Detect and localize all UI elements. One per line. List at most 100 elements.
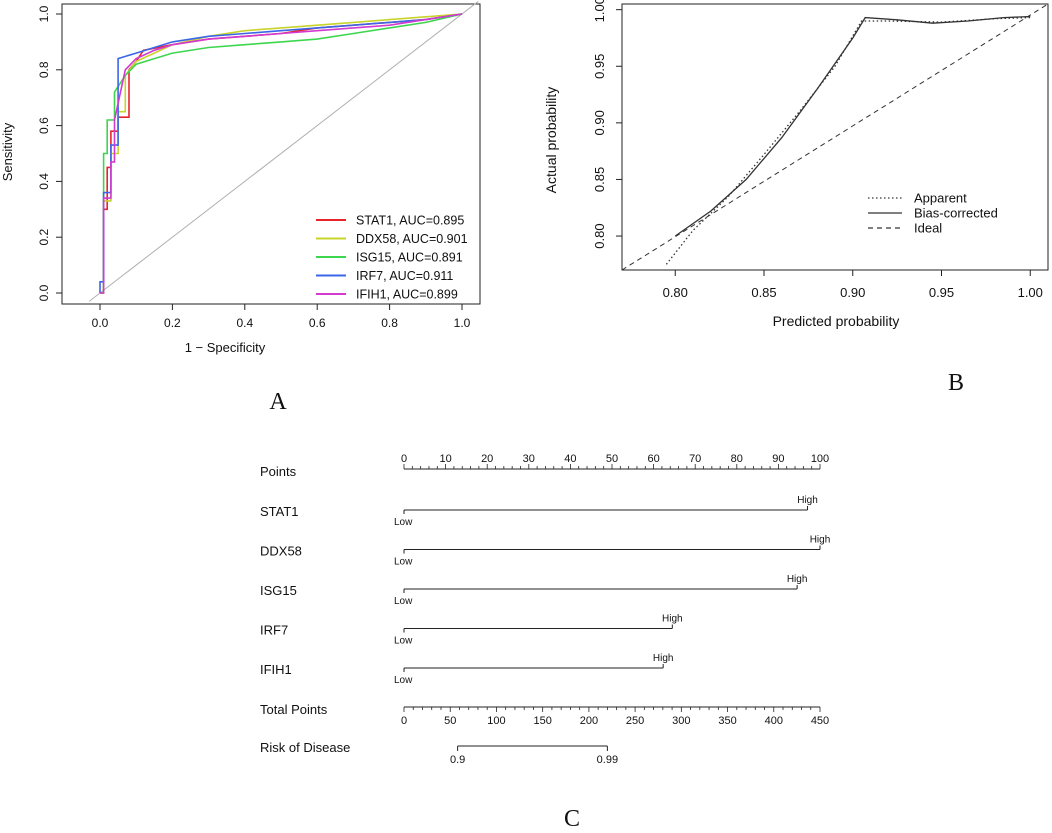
roc-y-tick-label: 0.2 bbox=[37, 229, 51, 246]
calibration-legend-label: Ideal bbox=[914, 221, 942, 236]
roc-series-line bbox=[100, 13, 463, 294]
nomogram-points-tick-label: 100 bbox=[811, 453, 829, 465]
roc-panel: 0.0 0.2 0.4 0.6 0.8 1.0 0.0 0.2 0.4 0.6 0.8 1.0 ST… bbox=[0, 1, 481, 415]
calibration-y-ticks: 0.80 0.85 0.90 0.95 1.00 bbox=[592, 0, 622, 249]
roc-y-tick-label: 0.6 bbox=[37, 117, 51, 134]
nomogram-points-tick-label: 10 bbox=[439, 453, 451, 465]
calibration-x-tick-label: 0.85 bbox=[751, 285, 776, 300]
nomogram-points-tick-label: 40 bbox=[564, 453, 576, 465]
nomogram-risk-start-label: 0.9 bbox=[450, 754, 465, 766]
calibration-plot-frame bbox=[621, 3, 1049, 271]
nomogram-points-tick-label: 60 bbox=[647, 453, 659, 465]
calibration-series-line bbox=[665, 16, 1031, 265]
roc-y-axis-label: Sensitivity bbox=[0, 122, 15, 181]
nomogram-total-tick-label: 150 bbox=[533, 715, 551, 727]
nomogram-variable-high-label: High bbox=[797, 495, 818, 506]
nomogram-total-tick-label: 0 bbox=[401, 715, 407, 727]
nomogram-points-tick-label: 50 bbox=[606, 453, 618, 465]
nomogram-total-tick-label: 350 bbox=[718, 715, 736, 727]
roc-x-tick-label: 0.2 bbox=[164, 316, 181, 330]
calibration-y-tick-label: 0.80 bbox=[592, 223, 607, 248]
nomogram-points-tick-label: 30 bbox=[523, 453, 535, 465]
roc-series-line bbox=[100, 13, 463, 294]
nomogram-variable-low-label: Low bbox=[394, 557, 413, 568]
nomogram-total-tick-label: 300 bbox=[672, 715, 690, 727]
calibration-series-line bbox=[674, 15, 1031, 237]
roc-y-tick-label: 0.8 bbox=[37, 61, 51, 78]
nomogram-points-tick-label: 70 bbox=[689, 453, 701, 465]
roc-reference-diagonal bbox=[88, 1, 479, 302]
nomogram-points-tick-label: 20 bbox=[481, 453, 493, 465]
nomogram-points-tick-label: 0 bbox=[401, 453, 407, 465]
roc-legend-label: DDX58, AUC=0.901 bbox=[356, 232, 468, 246]
calibration-x-axis-label: Predicted probability bbox=[773, 313, 900, 329]
calibration-y-tick-label: 1.00 bbox=[592, 0, 607, 22]
calibration-y-tick-label: 0.90 bbox=[592, 110, 607, 135]
calibration-series-lines bbox=[621, 3, 1049, 271]
roc-x-tick-label: 0.0 bbox=[92, 316, 109, 330]
nomogram-panel: 0 10 20 30 40 50 60 70 80 90 100 STAT1 Low High DDX58 L… bbox=[260, 453, 830, 832]
nomogram-risk-label: Risk of Disease bbox=[260, 740, 350, 755]
nomogram-variable-low-label: Low bbox=[394, 517, 413, 528]
roc-x-ticks: 0.0 0.2 0.4 0.6 0.8 1.0 bbox=[92, 304, 471, 330]
calibration-y-axis-label: Actual probability bbox=[543, 87, 559, 194]
nomogram-variable-label: DDX58 bbox=[260, 544, 302, 559]
calibration-x-ticks: 0.80 0.85 0.90 0.95 1.00 bbox=[663, 270, 1043, 300]
nomogram-risk-end-label: 0.99 bbox=[597, 754, 618, 766]
nomogram-total-points-label: Total Points bbox=[260, 702, 328, 717]
nomogram-points-tick-label: 80 bbox=[731, 453, 743, 465]
roc-x-axis-label: 1 − Specificity bbox=[185, 340, 266, 355]
nomogram-variable-label: STAT1 bbox=[260, 504, 299, 519]
panel-label-b: B bbox=[948, 370, 964, 396]
nomogram-total-tick-label: 400 bbox=[765, 715, 783, 727]
nomogram-points-tick-label: 90 bbox=[772, 453, 784, 465]
roc-plot-frame bbox=[61, 3, 481, 305]
roc-legend-label: ISG15, AUC=0.891 bbox=[356, 251, 463, 265]
nomogram-variable-low-label: Low bbox=[394, 596, 413, 607]
calibration-legend-label: Bias-corrected bbox=[914, 206, 998, 221]
roc-y-ticks: 0.0 0.2 0.4 0.6 0.8 1.0 bbox=[37, 5, 62, 301]
calibration-x-tick-label: 1.00 bbox=[1018, 285, 1043, 300]
panel-label-c: C bbox=[564, 806, 580, 832]
roc-series-line bbox=[99, 13, 463, 293]
nomogram-points-label: Points bbox=[260, 464, 297, 479]
nomogram-variable-low-label: Low bbox=[394, 675, 413, 686]
roc-legend-label: IRF7, AUC=0.911 bbox=[356, 269, 453, 283]
calibration-x-tick-label: 0.95 bbox=[929, 285, 954, 300]
nomogram-variable-high-label: High bbox=[653, 653, 674, 664]
nomogram-total-tick-label: 50 bbox=[444, 715, 456, 727]
calibration-y-tick-label: 0.95 bbox=[592, 54, 607, 79]
nomogram-variable-high-label: High bbox=[662, 614, 683, 625]
calibration-series-line bbox=[621, 3, 1049, 271]
nomogram-variable-high-label: High bbox=[787, 574, 808, 585]
roc-legend: STAT1, AUC=0.895 DDX58, AUC=0.901 ISG15, A… bbox=[316, 214, 468, 302]
nomogram-variable-high-label: High bbox=[810, 535, 831, 546]
roc-x-tick-label: 0.8 bbox=[381, 316, 398, 330]
calibration-y-tick-label: 0.85 bbox=[592, 167, 607, 192]
nomogram-total-tick-label: 100 bbox=[487, 715, 505, 727]
nomogram-variable-label: ISG15 bbox=[260, 583, 297, 598]
roc-y-tick-label: 0.0 bbox=[37, 284, 51, 301]
calibration-x-tick-label: 0.80 bbox=[663, 285, 688, 300]
nomogram-scales: 0 10 20 30 40 50 60 70 80 90 100 STAT1 Low High DDX58 L… bbox=[260, 453, 830, 766]
roc-legend-label: IFIH1, AUC=0.899 bbox=[356, 288, 458, 302]
roc-x-tick-label: 0.4 bbox=[236, 316, 253, 330]
nomogram-total-tick-label: 250 bbox=[626, 715, 644, 727]
roc-x-tick-label: 0.6 bbox=[309, 316, 326, 330]
nomogram-total-tick-label: 450 bbox=[811, 715, 829, 727]
nomogram-variable-label: IFIH1 bbox=[260, 662, 292, 677]
nomogram-variable-low-label: Low bbox=[394, 636, 413, 647]
panel-label-a: A bbox=[269, 389, 287, 415]
calibration-x-tick-label: 0.90 bbox=[840, 285, 865, 300]
roc-legend-label: STAT1, AUC=0.895 bbox=[356, 214, 464, 228]
calibration-legend-label: Apparent bbox=[914, 191, 967, 206]
roc-x-tick-label: 1.0 bbox=[454, 316, 471, 330]
calibration-panel: 0.80 0.85 0.90 0.95 1.00 0.80 0.85 0.90 0.95 1.0… bbox=[543, 0, 1049, 396]
roc-series-lines bbox=[99, 13, 463, 294]
nomogram-variable-label: IRF7 bbox=[260, 623, 288, 638]
roc-y-tick-label: 1.0 bbox=[37, 5, 51, 22]
nomogram-total-tick-label: 200 bbox=[580, 715, 598, 727]
roc-y-tick-label: 0.4 bbox=[37, 173, 51, 190]
